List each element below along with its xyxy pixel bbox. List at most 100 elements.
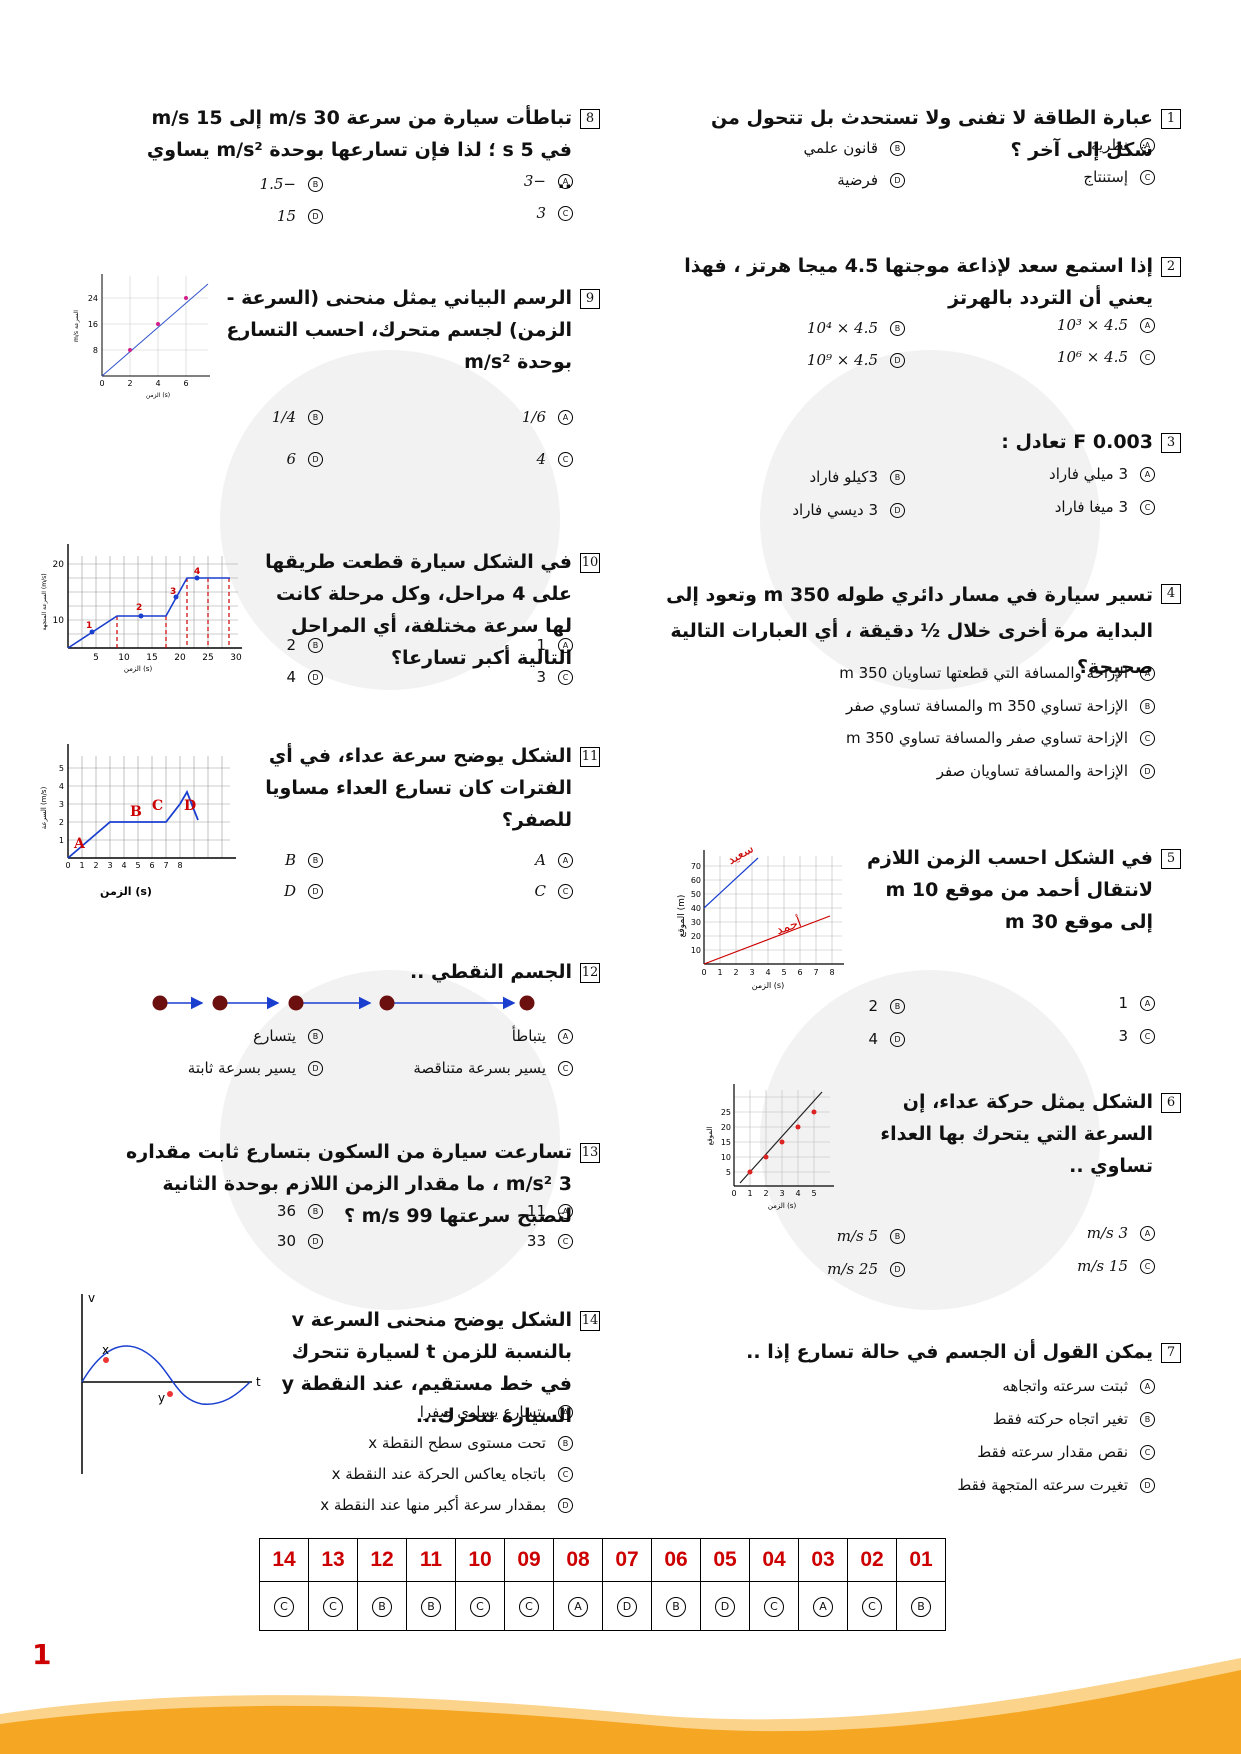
option-d[interactable]: D فرضية [837,171,905,189]
option-a[interactable]: A 1/6 [522,408,573,426]
option-bubble[interactable]: B [308,1203,323,1219]
option-bubble[interactable]: A [1140,995,1155,1011]
option-bubble[interactable]: B [558,1435,573,1451]
option-bubble[interactable]: B [890,469,905,485]
option-bubble[interactable]: B [890,320,905,336]
option-d[interactable]: D 30 [277,1232,323,1250]
option-bubble[interactable]: A [558,1203,573,1219]
option-bubble[interactable]: C [558,669,573,685]
option-bubble[interactable]: B [1140,1411,1155,1427]
option-bubble[interactable]: A [558,852,573,868]
option-c[interactable]: C يسير بسرعة متناقصة [413,1059,573,1077]
option-d[interactable]: D الإزاحة والمسافة تساويان صفر [937,762,1155,780]
option-c[interactable]: C إستنتاج [1083,168,1155,186]
option-bubble[interactable]: C [1140,169,1155,185]
option-bubble[interactable]: B [890,140,905,156]
option-bubble[interactable]: A [558,409,573,425]
option-d[interactable]: D يسير بسرعة ثابتة [188,1059,323,1077]
option-bubble[interactable]: A [1140,665,1155,681]
option-bubble[interactable]: D [558,1497,573,1513]
option-bubble[interactable]: C [1140,1258,1155,1274]
option-c[interactable]: C 33 [527,1232,573,1250]
option-b[interactable]: B تحت مستوى سطح النقطة x [368,1434,573,1452]
option-a[interactable]: A ثبتت سرعته واتجاهه [1002,1377,1155,1395]
option-a[interactable]: A بتسارع يساوي صفرا [420,1403,573,1421]
option-bubble[interactable]: B [308,637,323,653]
option-a[interactable]: A 11 [527,1202,573,1220]
option-b[interactable]: B −1.5 [260,175,323,193]
option-bubble[interactable]: D [890,352,905,368]
option-b[interactable]: B 4.5 × 10⁴ [807,319,905,337]
option-bubble[interactable]: C [558,1060,573,1076]
option-bubble[interactable]: D [890,1031,905,1047]
option-c[interactable]: C الإزاحة تساوي صفر والمسافة تساوي 350 m [846,729,1155,747]
option-bubble[interactable]: A [558,1404,573,1420]
option-bubble[interactable]: A [1140,1378,1155,1394]
option-c[interactable]: C نقص مقدار سرعته فقط [977,1443,1155,1461]
option-b[interactable]: B قانون علمي [803,139,905,157]
option-bubble[interactable]: C [1140,1028,1155,1044]
option-bubble[interactable]: A [558,173,573,189]
option-bubble[interactable]: B [308,176,323,192]
option-bubble[interactable]: C [558,1233,573,1249]
option-bubble[interactable]: D [890,502,905,518]
option-bubble[interactable]: D [308,883,323,899]
option-bubble[interactable]: A [1140,466,1155,482]
option-b[interactable]: B 36 [277,1202,323,1220]
option-bubble[interactable]: D [308,1233,323,1249]
option-b[interactable]: B تغير اتجاه حركته فقط [993,1410,1155,1428]
option-bubble[interactable]: D [308,451,323,467]
option-bubble[interactable]: D [308,1060,323,1076]
option-c[interactable]: C 15 m/s [1077,1257,1155,1275]
option-bubble[interactable]: A [1140,317,1155,333]
option-bubble[interactable]: D [1140,1477,1155,1493]
option-bubble[interactable]: D [308,208,323,224]
option-d[interactable]: D 25 m/s [827,1260,905,1278]
option-bubble[interactable]: C [558,883,573,899]
option-bubble[interactable]: D [890,172,905,188]
option-bubble[interactable]: B [890,998,905,1014]
option-bubble[interactable]: A [1140,137,1155,153]
option-bubble[interactable]: D [1140,763,1155,779]
option-a[interactable]: A 4.5 × 10³ [1057,316,1155,334]
option-b[interactable]: B 1/4 [272,408,323,426]
option-a[interactable]: A يتباطأ [512,1027,573,1045]
option-bubble[interactable]: B [1140,698,1155,714]
option-bubble[interactable]: C [558,205,573,221]
option-bubble[interactable]: A [1140,1225,1155,1241]
option-c[interactable]: C باتجاه يعاكس الحركة عند النقطة x [332,1465,573,1483]
option-bubble[interactable]: C [1140,499,1155,515]
option-bubble[interactable]: D [308,669,323,685]
option-d[interactable]: D تغيرت سرعته المتجهة فقط [957,1476,1155,1494]
option-bubble[interactable]: C [1140,1444,1155,1460]
option-bubble[interactable]: D [890,1261,905,1277]
option-a[interactable]: A −3 [524,172,573,190]
option-c[interactable]: C 4.5 × 10⁶ [1057,348,1155,366]
option-d[interactable]: D بمقدار سرعة أكبر منها عند النقطة x [320,1496,573,1514]
option-bubble[interactable]: C [1140,349,1155,365]
option-bubble[interactable]: C [558,1466,573,1482]
option-b[interactable]: B 3كيلو فاراد [809,468,905,486]
option-b[interactable]: B الإزاحة تساوي 350 m والمسافة تساوي صفر [846,697,1155,715]
option-d[interactable]: D 4.5 × 10⁹ [807,351,905,369]
option-bubble[interactable]: B [308,409,323,425]
